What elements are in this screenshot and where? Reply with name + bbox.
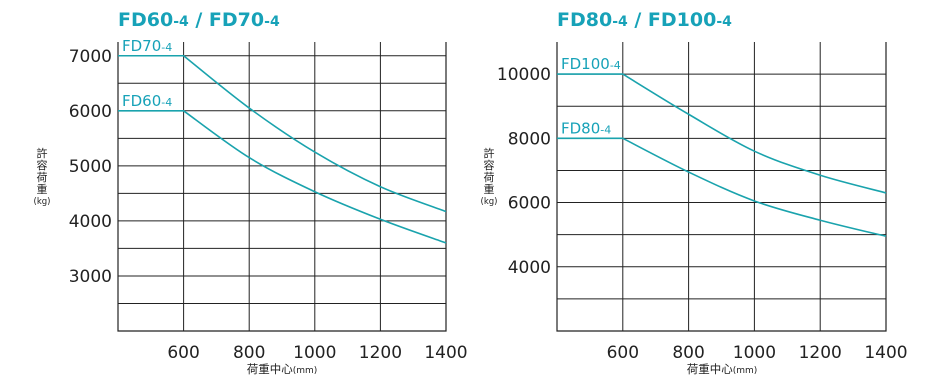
y-axis-label-char: 許 [484, 147, 495, 160]
y-tick-label: 3000 [69, 267, 112, 287]
x-tick-label: 1400 [424, 343, 467, 363]
x-tick-label: 800 [672, 343, 704, 363]
x-tick-label: 600 [607, 343, 639, 363]
chart-svg-right: FD80-4 / FD100-4 4000 6000 8000 10000 600 800 1… [481, 9, 908, 376]
y-axis-label-char: 容 [37, 158, 48, 172]
x-tick-label: 1200 [359, 343, 402, 363]
y-tick-label: 10000 [497, 65, 551, 85]
x-tick-label: 600 [167, 343, 199, 363]
y-axis-unit: (kg) [34, 197, 51, 207]
chart-title: FD80-4 / FD100-4 [557, 9, 732, 31]
series-line [557, 73, 887, 194]
x-tick-label: 1000 [733, 343, 776, 363]
y-axis-label-char: 許 [37, 147, 48, 160]
y-axis-label-char: 荷 [484, 171, 495, 184]
y-axis-label-char: 荷 [37, 171, 48, 184]
chart-title: FD60-4 / FD70-4 [118, 9, 280, 31]
series-label: FD70-4 [122, 37, 172, 55]
y-axis-unit: (kg) [481, 197, 498, 207]
y-tick-label: 4000 [508, 258, 551, 278]
y-tick-label: 7000 [69, 47, 112, 67]
series-line [118, 110, 447, 244]
series-line [118, 54, 447, 213]
x-axis-label: 荷重中心(mm) [247, 362, 318, 376]
grid [118, 42, 446, 331]
x-tick-label: 800 [233, 343, 265, 363]
y-tick-label: 8000 [508, 129, 551, 149]
chart-svg-left: FD60-4 / FD70-4 3000 4000 5000 6000 7000 600 80… [34, 9, 468, 376]
series-label: FD60-4 [122, 92, 172, 110]
series-line [557, 137, 887, 238]
x-tick-label: 1200 [799, 343, 842, 363]
plot-frame [117, 42, 447, 332]
y-tick-label: 4000 [69, 212, 112, 232]
series-label: FD100-4 [561, 55, 621, 73]
grid [557, 42, 886, 331]
y-tick-label: 6000 [69, 102, 112, 122]
y-tick-label: 5000 [69, 157, 112, 177]
x-tick-label: 1000 [293, 343, 336, 363]
plot-frame [556, 42, 887, 332]
y-tick-label: 6000 [508, 194, 551, 214]
x-tick-label: 1400 [864, 343, 907, 363]
y-axis-label-char: 重 [484, 182, 495, 196]
x-axis-label: 荷重中心(mm) [687, 362, 758, 376]
y-axis-label-char: 重 [37, 182, 48, 196]
series-label: FD80-4 [561, 119, 611, 137]
chart-fd60-fd70: FD60-4 / FD70-4 3000 4000 5000 6000 7000 600 80… [34, 9, 468, 376]
chart-fd80-fd100: FD80-4 / FD100-4 4000 6000 8000 10000 600 800 1… [470, 0, 940, 377]
y-axis-label-char: 容 [484, 158, 495, 172]
